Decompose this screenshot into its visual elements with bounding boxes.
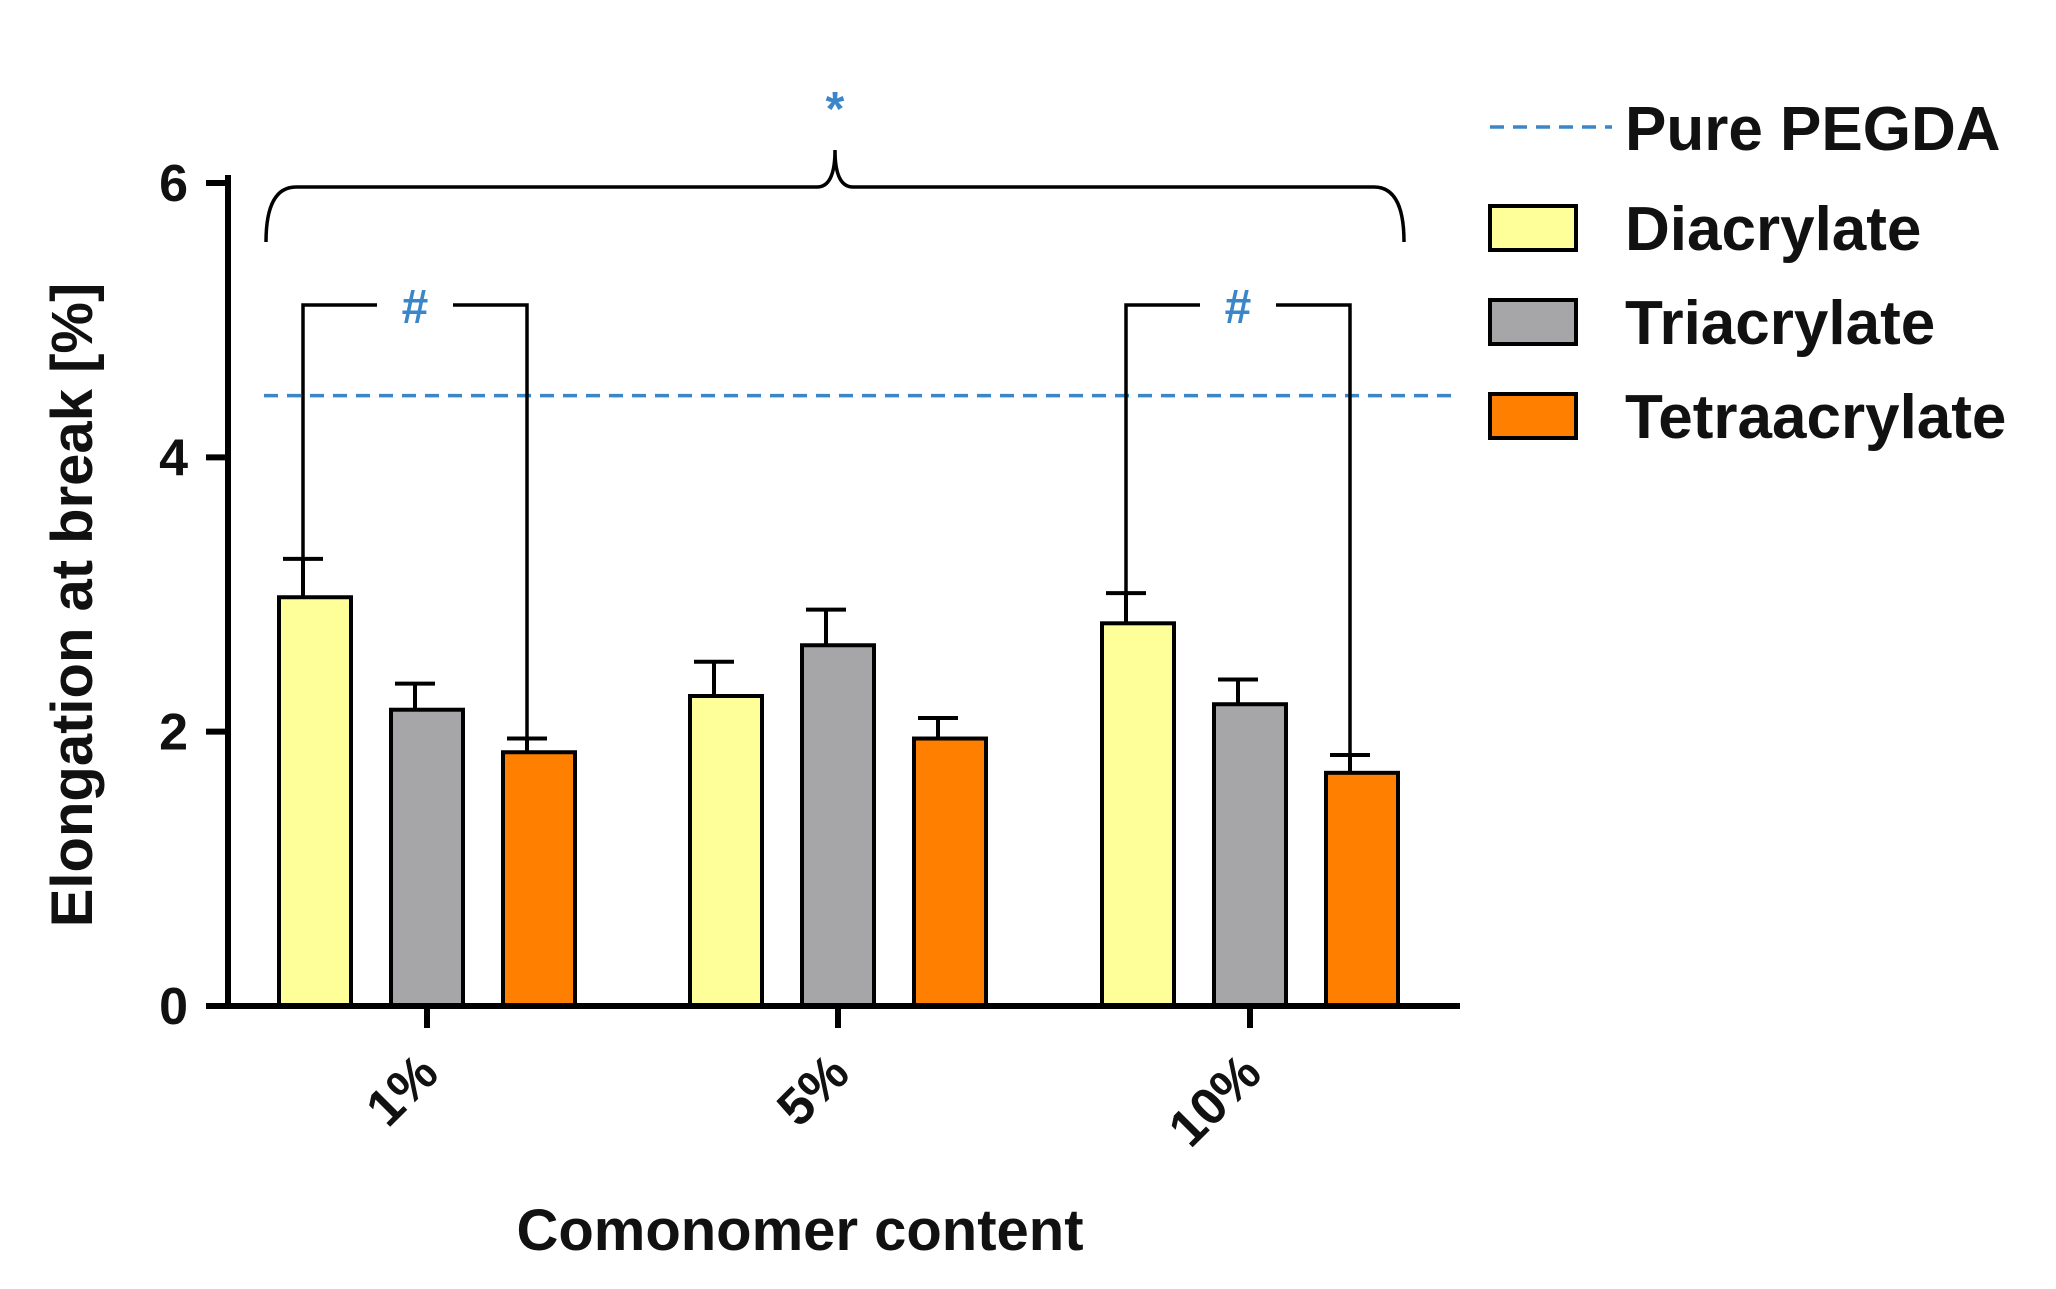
significance-brace bbox=[264, 149, 1406, 243]
y-tick-label: 2 bbox=[159, 704, 188, 762]
pairwise-bracket bbox=[1124, 303, 1352, 755]
bar-diacrylate-1pct bbox=[277, 595, 353, 1008]
bar-triacrylate-10pct bbox=[1212, 702, 1288, 1008]
x-tick-label: 5% bbox=[766, 1043, 860, 1137]
pairwise-hash: # bbox=[1225, 281, 1252, 334]
bar-triacrylate-5pct bbox=[800, 643, 876, 1008]
bar-tetraacrylate-10pct bbox=[1324, 770, 1400, 1008]
y-axis-title: Elongation at break [%] bbox=[40, 283, 105, 928]
legend-swatch-tetraacrylate bbox=[1488, 392, 1578, 440]
bar-diacrylate-5pct bbox=[688, 694, 764, 1009]
legend-swatch-diacrylate bbox=[1488, 204, 1578, 252]
pairwise-hash: # bbox=[402, 281, 429, 334]
bar-tetraacrylate-1pct bbox=[501, 750, 577, 1008]
significance-star: * bbox=[826, 83, 845, 136]
legend-label-diacrylate: Diacrylate bbox=[1625, 195, 1921, 264]
legend-label-triacrylate: Triacrylate bbox=[1625, 289, 1935, 358]
legend-swatch-triacrylate bbox=[1488, 298, 1578, 346]
bar-tetraacrylate-5pct bbox=[912, 736, 988, 1009]
y-tick-label: 0 bbox=[159, 978, 188, 1036]
legend-label-tetraacrylate: Tetraacrylate bbox=[1625, 383, 2006, 452]
bar-diacrylate-10pct bbox=[1100, 621, 1176, 1008]
plot-area: 0 2 4 6 1% 5% 10% * # # Pure PEGDA Diacrylate Triacr… bbox=[159, 83, 2006, 1158]
legend-label-pure-pegda: Pure PEGDA bbox=[1625, 95, 2001, 164]
x-tick-label: 1% bbox=[355, 1043, 449, 1137]
pairwise-bracket bbox=[301, 303, 529, 739]
bar-triacrylate-1pct bbox=[389, 707, 465, 1008]
x-axis-title: Comonomer content bbox=[516, 1198, 1083, 1263]
y-tick-label: 6 bbox=[159, 155, 188, 213]
x-tick-label: 10% bbox=[1158, 1043, 1273, 1158]
y-tick-label: 4 bbox=[159, 429, 188, 487]
